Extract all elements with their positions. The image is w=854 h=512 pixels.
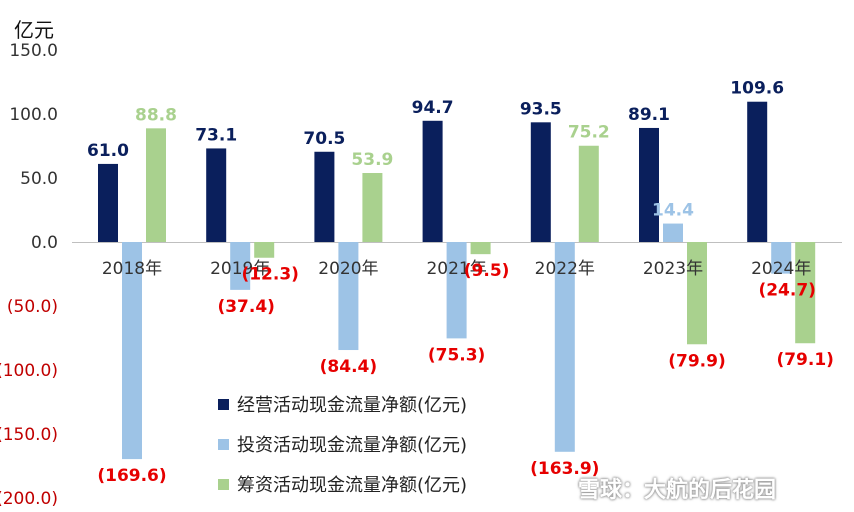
bar-investing	[122, 242, 142, 460]
y-tick-label: 50.0	[20, 169, 58, 189]
bar-operating	[98, 163, 118, 242]
legend-swatch-financing	[218, 478, 229, 490]
data-label-investing: 14.4	[652, 201, 694, 221]
data-label-operating: 73.1	[195, 125, 237, 145]
data-label-investing: (84.4)	[320, 357, 377, 377]
x-tick-label: 2024年	[751, 259, 811, 279]
watermark: 雪球：大航的后花园	[578, 478, 777, 503]
x-tick-label: 2021年	[426, 259, 486, 279]
bar-investing	[663, 223, 683, 242]
data-label-financing: (12.3)	[241, 265, 298, 285]
chart-legend: 经营活动现金流量净额(亿元) 投资活动现金流量净额(亿元) 筹资活动现金流量净额…	[218, 384, 467, 504]
bar-financing	[687, 242, 707, 345]
bar-operating	[422, 120, 443, 242]
x-tick-label: 2020年	[318, 259, 378, 279]
data-label-financing: (9.5)	[464, 261, 510, 281]
data-label-financing: (79.1)	[776, 350, 833, 370]
bar-financing	[470, 242, 491, 255]
data-label-financing: 88.8	[135, 105, 177, 125]
x-tick-label: 2023年	[643, 259, 703, 279]
data-label-investing: (75.3)	[428, 345, 485, 365]
bar-investing	[446, 242, 467, 339]
unit-label: 亿元	[14, 18, 54, 42]
x-tick-label: 2019年	[210, 259, 270, 279]
bar-investing	[554, 242, 575, 452]
data-label-investing: (37.4)	[217, 297, 274, 317]
y-tick-label: (150.0)	[0, 425, 58, 445]
data-label-operating: 93.5	[520, 99, 562, 119]
legend-item-operating: 经营活动现金流量净额(亿元)	[218, 384, 467, 424]
data-label-investing: (24.7)	[758, 281, 815, 301]
bar-financing	[146, 128, 166, 242]
legend-swatch-operating	[218, 398, 229, 410]
y-tick-label: (100.0)	[0, 361, 58, 381]
x-tick-label: 2018年	[102, 259, 162, 279]
bar-investing	[771, 242, 792, 274]
data-label-financing: 75.2	[568, 123, 610, 143]
y-tick-label: 150.0	[9, 41, 58, 61]
y-tick-label: 100.0	[9, 105, 58, 125]
legend-swatch-investing	[218, 438, 229, 450]
x-tick-label: 2022年	[535, 259, 595, 279]
y-tick-label: (200.0)	[0, 489, 58, 509]
data-label-operating: 61.0	[87, 141, 129, 161]
legend-label-investing: 投资活动现金流量净额(亿元)	[237, 435, 468, 456]
data-label-financing: 53.9	[351, 150, 393, 170]
legend-item-investing: 投资活动现金流量净额(亿元)	[218, 424, 467, 464]
data-label-investing: (169.6)	[97, 466, 166, 486]
bar-operating	[314, 151, 335, 242]
legend-item-financing: 筹资活动现金流量净额(亿元)	[218, 464, 467, 504]
data-label-investing: (163.9)	[530, 459, 599, 479]
bar-financing	[578, 145, 599, 242]
bar-operating	[530, 122, 551, 242]
data-label-financing: (79.9)	[668, 351, 725, 371]
bar-financing	[362, 173, 383, 242]
bar-financing	[795, 242, 816, 344]
data-label-operating: 94.7	[412, 98, 454, 118]
bar-operating	[639, 127, 659, 242]
data-label-operating: 109.6	[730, 79, 784, 99]
bar-operating	[747, 101, 768, 242]
y-tick-label: (50.0)	[7, 297, 58, 317]
bar-operating	[206, 148, 227, 242]
bar-investing	[338, 242, 359, 351]
bar-investing	[230, 242, 251, 290]
bar-financing	[254, 242, 275, 258]
y-tick-label: 0.0	[31, 233, 58, 253]
data-label-operating: 89.1	[628, 105, 670, 125]
legend-label-operating: 经营活动现金流量净额(亿元)	[237, 395, 468, 416]
data-label-operating: 70.5	[303, 129, 345, 149]
legend-label-financing: 筹资活动现金流量净额(亿元)	[237, 475, 468, 496]
